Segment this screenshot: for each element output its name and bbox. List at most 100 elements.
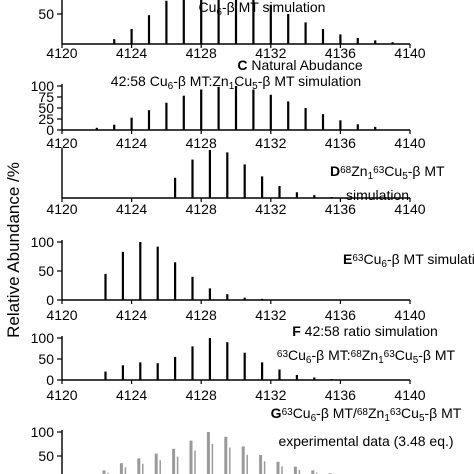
panel-label-part: F: [292, 323, 301, 339]
panel-label-part: Cu: [234, 73, 252, 89]
panel-label-part: Natural Abudance: [247, 57, 362, 73]
panel-label-part: -β MT: [408, 163, 445, 179]
x-tick-label: 4132: [255, 201, 286, 217]
x-tick-label: 4120: [46, 387, 77, 403]
panel-label-line: experimental data (3.48 eq.): [278, 433, 453, 449]
y-tick-label: 25: [38, 111, 54, 127]
x-tick-label: 4120: [46, 135, 77, 151]
x-tick-label: 4140: [394, 201, 425, 217]
panel-label-part: Cu: [401, 405, 419, 421]
panel-label-part: -β MT:Zn: [173, 73, 229, 89]
panel-label-line: E63Cu6-β MT simulation: [343, 251, 474, 270]
panel-label-part: 42:58 ratio simulation: [301, 323, 438, 339]
panel-label-part: 68: [357, 407, 369, 418]
panel-label-line: simulation: [346, 187, 409, 203]
x-tick-label: 4140: [394, 135, 425, 151]
y-tick-label: 50: [38, 351, 54, 367]
y-axis-label: Relative Abundance /%: [4, 162, 23, 338]
y-tick-label: 100: [31, 78, 55, 94]
panel-label-part: 63: [384, 349, 396, 360]
y-tick-label: 0: [46, 472, 54, 474]
y-tick-label: 0: [46, 292, 54, 308]
panel-label-part: 1: [368, 171, 374, 182]
panel-label-part: Cu: [288, 347, 306, 363]
panel-label-line: Cu6-β MT simulation: [199, 0, 326, 18]
panel-label-part: G: [271, 405, 282, 421]
x-tick-label: 4140: [394, 45, 425, 61]
panel-label-part: Cu: [395, 347, 413, 363]
x-tick-label: 4128: [186, 201, 217, 217]
panel-label-part: 1: [378, 355, 384, 366]
panel-label-part: D: [330, 163, 340, 179]
panel-label-line: C Natural Abudance: [237, 57, 363, 73]
panel-label-part: 63: [282, 407, 294, 418]
panel-label-part: Cu: [199, 0, 217, 15]
panel-label-part: Cu: [384, 163, 402, 179]
panel-label-part: Zn: [368, 405, 384, 421]
y-tick-label: 50: [38, 263, 54, 279]
panel-f: 0 50 100 4120 4124 4128 4132 4136 4140 F 42:58 ra…: [31, 323, 456, 403]
y-tick-label: 50: [38, 100, 54, 116]
x-tick-label: 4132: [255, 387, 286, 403]
panel-label-part: simulation: [346, 187, 409, 203]
y-tick-label: 75: [38, 89, 54, 105]
x-tick-label: 4128: [186, 387, 217, 403]
panel-label-part: 1: [229, 81, 235, 92]
panel-label-part: -β MT: [418, 347, 455, 363]
panel-label-part: Zn: [362, 347, 378, 363]
panel-label-part: Zn: [351, 163, 367, 179]
x-tick-label: 4120: [46, 307, 77, 323]
panel-label-part: E: [343, 251, 352, 267]
x-tick-label: 4136: [325, 387, 356, 403]
panel-label-part: 68: [340, 165, 352, 176]
panel-label-part: -β MT simulation: [258, 73, 361, 89]
panel-label-part: 5: [402, 171, 408, 182]
x-tick-label: 4120: [46, 45, 77, 61]
panel-label-line: D68Zn163Cu5-β MT: [330, 163, 445, 182]
panel-label-line: F 42:58 ratio simulation: [292, 323, 438, 339]
panel-label-part: C: [237, 57, 247, 73]
panel-label-part: -β MT:: [311, 347, 350, 363]
x-tick-label: 4140: [394, 307, 425, 323]
panel-label-part: 63: [277, 349, 289, 360]
x-tick-label: 4124: [116, 387, 147, 403]
panel-label-part: experimental data (3.48 eq.): [278, 433, 453, 449]
x-tick-label: 4132: [255, 307, 286, 323]
y-tick-label: 50: [38, 448, 54, 464]
x-tick-label: 4120: [46, 201, 77, 217]
panel-label-part: 6: [311, 413, 317, 424]
panel-label-part: 5: [413, 355, 419, 366]
panel-label-part: -β MT: [425, 405, 462, 421]
x-tick-label: 4136: [325, 135, 356, 151]
x-tick-label: 4132: [255, 135, 286, 151]
panel-label-part: 5: [419, 413, 425, 424]
x-tick-label: 4140: [394, 387, 425, 403]
panel-label-part: 63: [373, 165, 385, 176]
x-tick-label: 4128: [186, 45, 217, 61]
x-tick-label: 4124: [116, 307, 147, 323]
y-tick-label: 100: [31, 330, 55, 346]
x-tick-label: 4124: [116, 135, 147, 151]
y-tick-label: 0: [46, 122, 54, 138]
x-tick-label: 4136: [325, 45, 356, 61]
x-tick-label: 4128: [186, 307, 217, 323]
panel-label-line: 63Cu6-β MT:68Zn163Cu5-β MT: [277, 347, 456, 366]
y-tick-label: 50: [38, 6, 54, 22]
panel-d: 4120 4124 4128 4132 4136 4140 D68Zn163Cu5-β MT…: [46, 148, 445, 217]
panel-label-part: -β MT simulation: [222, 0, 325, 15]
panel-label-part: 6: [306, 355, 312, 366]
panel-label-part: 63: [390, 407, 402, 418]
panel-label-part: 42:58 Cu: [111, 73, 168, 89]
panel-label-part: 5: [252, 81, 258, 92]
panel-label-part: Cu: [293, 405, 311, 421]
panel-label-part: 6: [381, 259, 387, 270]
panel-label-part: -β MT/: [316, 405, 357, 421]
panel-label-part: 63: [352, 253, 364, 264]
x-tick-label: 4136: [325, 201, 356, 217]
panel-label-part: Cu: [363, 251, 381, 267]
panel-b: 50 4120 4124 4128 4132 4136 4140 Cu6-β MT simul…: [38, 0, 426, 61]
x-tick-label: 4124: [116, 201, 147, 217]
panel-label-part: 68: [351, 349, 363, 360]
